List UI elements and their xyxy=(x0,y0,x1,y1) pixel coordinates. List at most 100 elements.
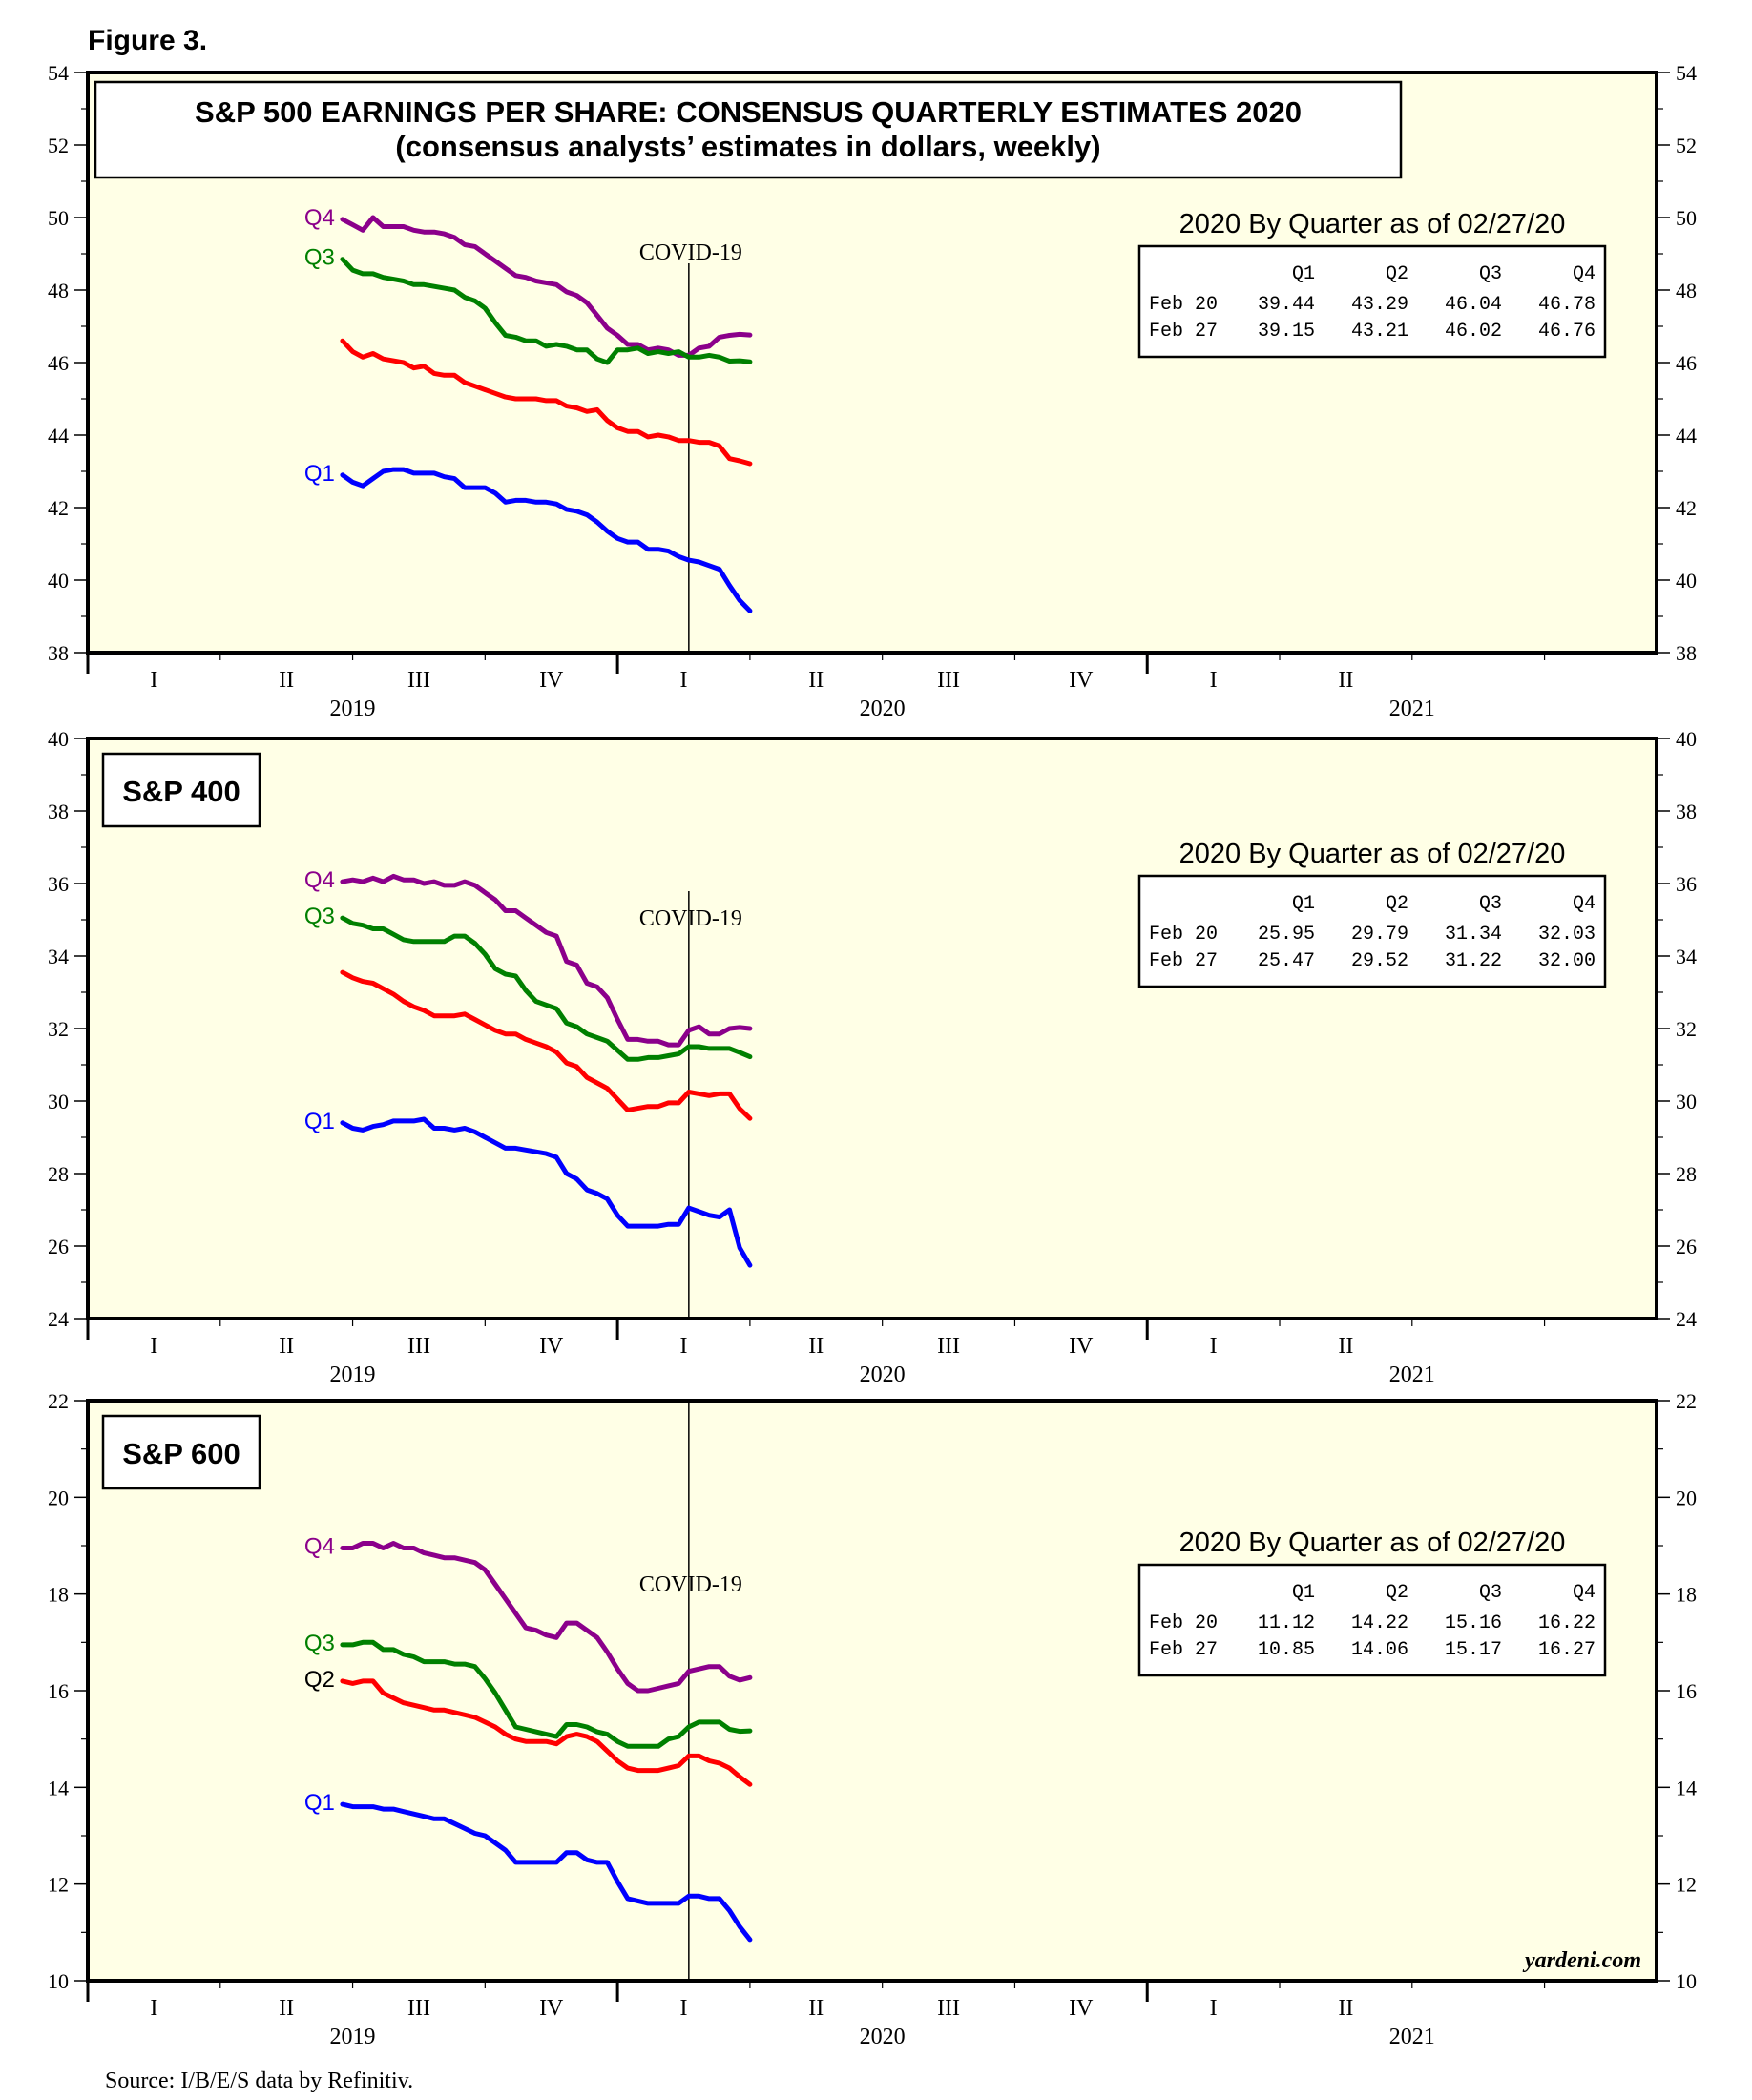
table-header-cell: Q3 xyxy=(1479,893,1502,915)
figure-label: Figure 3. xyxy=(88,25,207,56)
table-cell: 15.16 xyxy=(1445,1612,1502,1634)
year-label: 2020 xyxy=(860,2025,906,2049)
y-tick-label-right: 36 xyxy=(1676,872,1697,896)
y-tick-label-left: 48 xyxy=(48,279,69,302)
year-label: 2020 xyxy=(860,697,906,721)
y-tick-label-right: 12 xyxy=(1676,1873,1697,1897)
quarter-label: III xyxy=(937,1996,960,2021)
table-cell: 43.21 xyxy=(1351,321,1408,343)
table-header-cell: Q1 xyxy=(1292,263,1315,285)
quarter-label: I xyxy=(150,668,157,693)
y-tick-label-left: 50 xyxy=(48,206,69,230)
quarter-label: II xyxy=(808,668,824,693)
y-tick-label-right: 38 xyxy=(1676,641,1697,665)
series-line-q2 xyxy=(340,338,753,467)
series-label-q4: Q4 xyxy=(304,1534,335,1560)
quarter-label: II xyxy=(279,1996,294,2021)
series-line-q4 xyxy=(340,873,753,1048)
chart-subtitle: (consensus analysts’ estimates in dollar… xyxy=(395,130,1100,163)
table-cell: 32.00 xyxy=(1538,950,1596,972)
y-tick-label-right: 16 xyxy=(1676,1679,1697,1703)
series-label-q3: Q3 xyxy=(304,904,335,929)
table-cell: 46.78 xyxy=(1538,294,1596,316)
y-tick-label-left: 20 xyxy=(48,1486,69,1509)
table-cell: 16.22 xyxy=(1538,1612,1596,1634)
y-tick-label-left: 16 xyxy=(48,1679,69,1703)
quarter-label: IV xyxy=(1069,1996,1094,2021)
table-cell: 29.52 xyxy=(1351,950,1408,972)
quarter-label: I xyxy=(680,1334,688,1359)
series-line-q3 xyxy=(340,1639,753,1749)
table-title: 2020 By Quarter as of 02/27/20 xyxy=(1179,839,1566,869)
quarter-label: IV xyxy=(539,1334,564,1359)
table-box xyxy=(1137,1563,1607,1677)
y-tick-label-right: 22 xyxy=(1676,1389,1697,1413)
quarter-label: II xyxy=(279,1334,294,1359)
year-label: 2020 xyxy=(860,1362,906,1387)
series-line-q1 xyxy=(340,1116,753,1268)
quarter-label: III xyxy=(407,1334,430,1359)
table-cell: 15.17 xyxy=(1445,1639,1502,1661)
table-header-cell: Q4 xyxy=(1573,263,1596,285)
table-row-label: Feb 27 xyxy=(1149,321,1218,343)
y-tick-label-left: 38 xyxy=(48,800,69,823)
panel-title: S&P 600 xyxy=(122,1437,240,1470)
series-line-q2 xyxy=(340,1678,753,1787)
table-cell: 46.76 xyxy=(1538,321,1596,343)
table-cell: 32.03 xyxy=(1538,924,1596,946)
y-tick-label-left: 22 xyxy=(48,1389,69,1413)
table-cell: 16.27 xyxy=(1538,1639,1596,1661)
table-header-cell: Q2 xyxy=(1386,893,1408,915)
table-header-cell: Q4 xyxy=(1573,893,1596,915)
y-tick-label-left: 40 xyxy=(48,727,69,751)
y-tick-label-left: 12 xyxy=(48,1873,69,1897)
series-label-q4: Q4 xyxy=(304,205,335,231)
source-label: Source: I/B/E/S data by Refinitiv. xyxy=(105,2069,413,2093)
table-header-cell: Q1 xyxy=(1292,1582,1315,1604)
year-label: 2021 xyxy=(1389,697,1435,721)
title-box xyxy=(94,80,1403,179)
quarter-label: I xyxy=(680,668,688,693)
table-box xyxy=(1137,874,1607,988)
table-cell: 43.29 xyxy=(1351,294,1408,316)
panel-title: S&P 400 xyxy=(122,775,240,808)
y-tick-label-right: 10 xyxy=(1676,1969,1697,1993)
table-title: 2020 By Quarter as of 02/27/20 xyxy=(1179,1528,1566,1558)
y-tick-label-left: 38 xyxy=(48,641,69,665)
table-cell: 46.02 xyxy=(1445,321,1502,343)
table-title: 2020 By Quarter as of 02/27/20 xyxy=(1179,209,1566,239)
quarter-label: III xyxy=(407,1996,430,2021)
quarter-label: I xyxy=(1210,1996,1218,2021)
table-cell: 10.85 xyxy=(1258,1639,1315,1661)
quarter-label: II xyxy=(1338,1996,1353,2021)
year-label: 2019 xyxy=(330,2025,376,2049)
y-tick-label-left: 42 xyxy=(48,496,69,520)
y-tick-label-right: 50 xyxy=(1676,206,1697,230)
table-cell: 29.79 xyxy=(1351,924,1408,946)
y-tick-label-right: 48 xyxy=(1676,279,1697,302)
table-cell: 31.22 xyxy=(1445,950,1502,972)
y-tick-label-right: 44 xyxy=(1676,424,1697,447)
quarter-label: IV xyxy=(1069,668,1094,693)
series-line-q3 xyxy=(340,257,753,365)
table-header-cell: Q3 xyxy=(1479,1582,1502,1604)
series-line-q1 xyxy=(340,467,753,613)
year-label: 2019 xyxy=(330,697,376,721)
table-row-label: Feb 27 xyxy=(1149,1639,1218,1661)
y-tick-label-left: 40 xyxy=(48,569,69,593)
brand-label: yardeni.com xyxy=(1522,1948,1641,1973)
y-tick-label-left: 10 xyxy=(48,1969,69,1993)
y-tick-label-left: 44 xyxy=(48,424,69,447)
table-cell: 39.15 xyxy=(1258,321,1315,343)
quarter-label: III xyxy=(937,668,960,693)
y-tick-label-left: 26 xyxy=(48,1235,69,1258)
table-cell: 39.44 xyxy=(1258,294,1315,316)
quarter-label: IV xyxy=(1069,1334,1094,1359)
quarter-label: IV xyxy=(539,668,564,693)
table-row-label: Feb 20 xyxy=(1149,924,1218,946)
y-tick-label-left: 30 xyxy=(48,1090,69,1113)
